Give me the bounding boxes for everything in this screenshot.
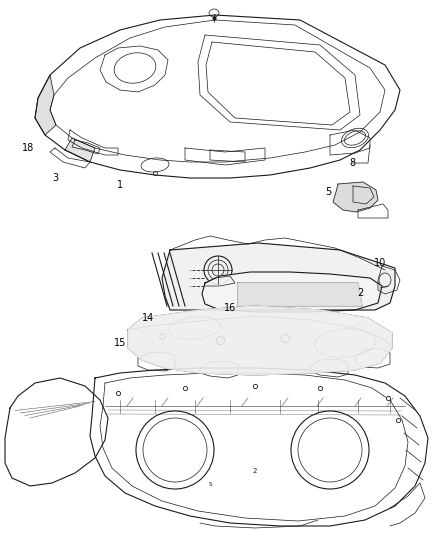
Polygon shape [202,272,382,312]
Text: 2: 2 [253,468,257,474]
Text: S: S [208,482,212,487]
Polygon shape [162,243,395,310]
Text: 3: 3 [52,173,58,183]
Text: 15: 15 [114,338,126,348]
Text: 10: 10 [374,258,386,268]
Text: 16: 16 [224,303,236,313]
Text: 5: 5 [325,187,331,197]
Polygon shape [238,283,362,306]
Polygon shape [333,182,378,212]
Polygon shape [128,306,392,375]
Text: 2: 2 [357,288,363,298]
Text: 14: 14 [142,313,154,323]
Text: 8: 8 [349,158,355,168]
Text: 18: 18 [22,143,34,153]
Polygon shape [65,138,95,162]
Polygon shape [35,75,56,135]
Text: 1: 1 [117,180,123,190]
